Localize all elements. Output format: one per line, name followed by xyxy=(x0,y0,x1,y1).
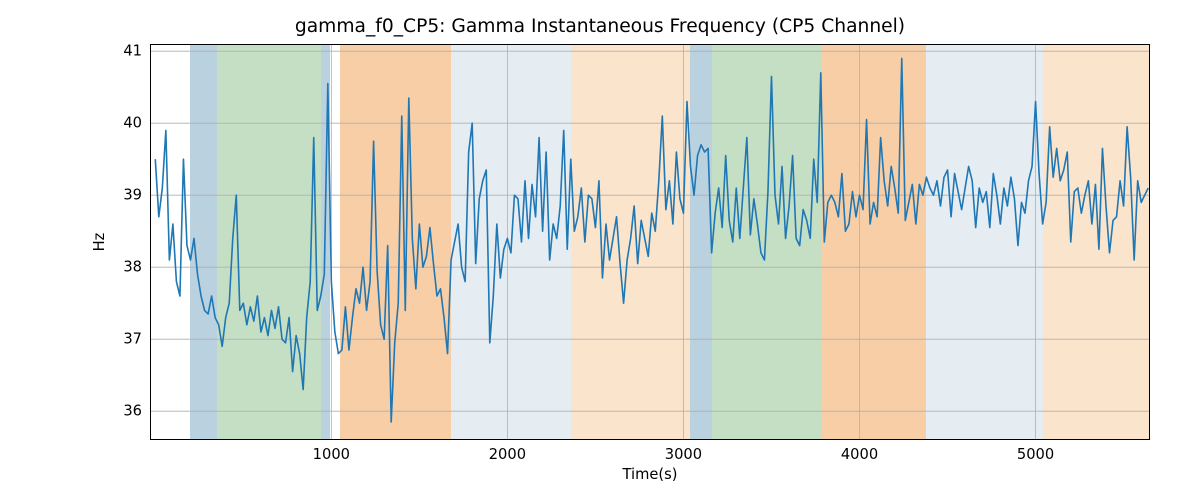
x-tick-label: 2000 xyxy=(489,446,526,463)
y-tick-label: 39 xyxy=(123,187,142,204)
y-axis-label: Hz xyxy=(91,233,108,252)
x-axis-label: Time(s) xyxy=(623,466,678,483)
figure: gamma_f0_CP5: Gamma Instantaneous Freque… xyxy=(0,0,1200,500)
x-tick-label: 5000 xyxy=(1017,446,1054,463)
y-tick-label: 38 xyxy=(123,259,142,276)
chart-title: gamma_f0_CP5: Gamma Instantaneous Freque… xyxy=(0,16,1200,37)
line-series xyxy=(150,44,1150,440)
x-tick-label: 1000 xyxy=(313,446,350,463)
plot-area xyxy=(150,44,1150,440)
y-tick-label: 41 xyxy=(123,43,142,60)
x-tick-label: 3000 xyxy=(665,446,702,463)
y-tick-label: 37 xyxy=(123,331,142,348)
series-line xyxy=(155,58,1148,422)
x-tick-label: 4000 xyxy=(841,446,878,463)
y-tick-label: 36 xyxy=(123,403,142,420)
y-tick-label: 40 xyxy=(123,115,142,132)
